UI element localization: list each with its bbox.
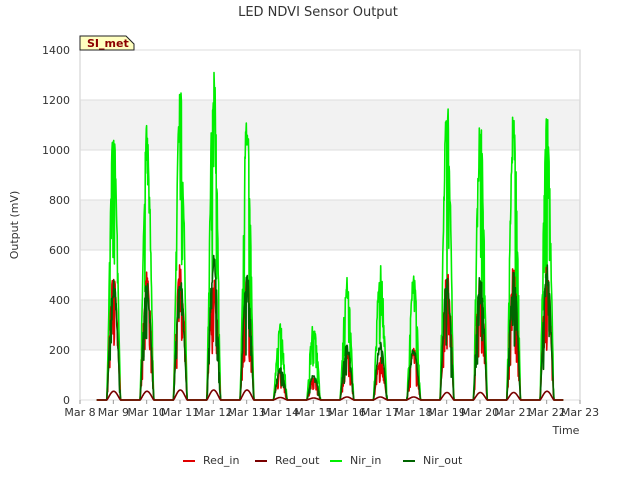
y-tick-label: 1200 — [42, 94, 70, 107]
background-band — [80, 200, 580, 250]
series-layer — [96, 71, 564, 401]
site-badge-box — [79, 35, 135, 51]
y-tick-label: 1400 — [42, 44, 70, 57]
x-tick-label: Mar 22 — [528, 406, 566, 419]
background-band — [80, 50, 580, 100]
x-tick-label: Mar 19 — [428, 406, 466, 419]
plot-background-bands — [80, 50, 580, 400]
y-axis-ticks: 0 200 400 600 800 1000 1200 1400 — [42, 44, 70, 407]
x-tick-label: Mar 18 — [394, 406, 432, 419]
x-tick-label: Mar 12 — [194, 406, 232, 419]
x-tick-label: Mar 16 — [328, 406, 366, 419]
x-tick-label: Mar 11 — [161, 406, 199, 419]
x-tick-label: Mar 15 — [294, 406, 332, 419]
legend-label-red-in: Red_in — [203, 454, 239, 467]
x-tick-label: Mar 20 — [461, 406, 499, 419]
x-tick-label: Mar 23 — [561, 406, 599, 419]
y-tick-label: 400 — [49, 294, 70, 307]
site-badge: SI_met — [79, 35, 135, 51]
x-tick-label: Mar 21 — [494, 406, 532, 419]
background-band — [80, 350, 580, 400]
background-band — [80, 300, 580, 350]
y-tick-label: 0 — [63, 394, 70, 407]
x-tick-label: Mar 14 — [261, 406, 299, 419]
x-axis-label: Time — [552, 424, 580, 437]
background-band — [80, 150, 580, 200]
background-band — [80, 250, 580, 300]
x-tick-label: Mar 10 — [128, 406, 166, 419]
background-band — [80, 100, 580, 150]
legend-label-nir-in: Nir_in — [350, 454, 381, 467]
legend-label-nir-out: Nir_out — [423, 454, 463, 467]
y-tick-label: 800 — [49, 194, 70, 207]
series-line-red-out — [96, 389, 564, 401]
x-tick-label: Mar 8 — [64, 406, 95, 419]
y-axis-label: Output (mV) — [8, 191, 21, 260]
site-badge-label: SI_met — [87, 37, 129, 50]
y-tick-label: 600 — [49, 244, 70, 257]
x-tick-label: Mar 9 — [98, 406, 129, 419]
x-tick-label: Mar 17 — [361, 406, 399, 419]
chart-title: LED NDVI Sensor Output — [238, 5, 398, 20]
x-tick-label: Mar 13 — [228, 406, 266, 419]
y-tick-label: 1000 — [42, 144, 70, 157]
y-tick-label: 200 — [49, 344, 70, 357]
legend-label-red-out: Red_out — [275, 454, 320, 467]
legend: Red_in Red_out Nir_in Nir_out — [183, 454, 463, 467]
